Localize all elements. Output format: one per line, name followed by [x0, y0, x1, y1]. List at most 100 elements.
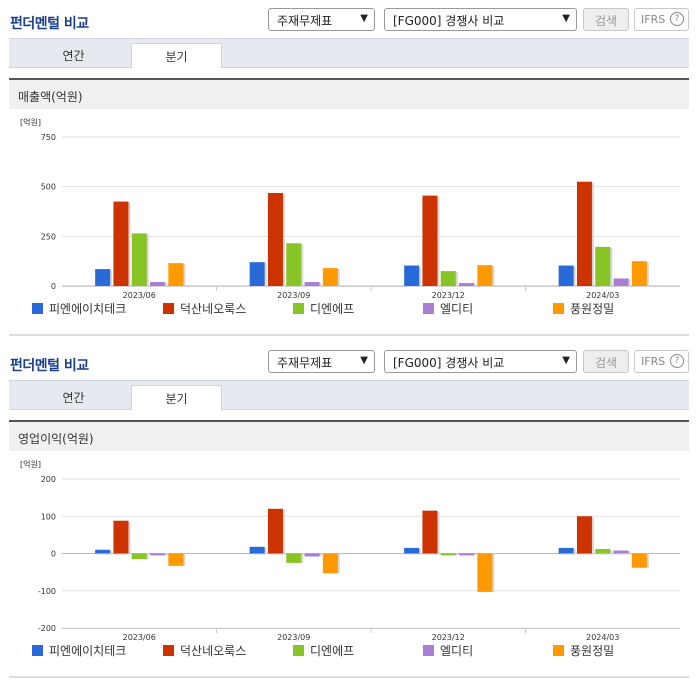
bar: [267, 508, 283, 554]
bar: [595, 549, 611, 554]
chevron-down-icon: ▼: [360, 13, 368, 24]
y-tick-label: 200: [41, 475, 56, 484]
compare-select-value: [FG000] 경쟁사 비교: [393, 356, 505, 370]
bar: [613, 278, 629, 286]
bar: [168, 263, 184, 286]
panel-header: 펀더멘털 비교 주재무제표 ▼ [FG000] 경쟁사 비교 ▼ 검색 IFRS…: [0, 0, 696, 38]
search-button[interactable]: 검색: [583, 8, 629, 31]
panel-header: 펀더멘털 비교 주재무제표 ▼ [FG000] 경쟁사 비교 ▼ 검색 IFRS…: [0, 342, 696, 380]
ifrs-label: IFRS: [641, 13, 666, 26]
bar: [631, 553, 647, 568]
ifrs-button[interactable]: IFRS ?: [634, 350, 689, 373]
operating-profit-chart: [억원] -200 -100 0 100 200 2023/06 2023/09 2023/12…: [9, 459, 689, 678]
bar: [95, 549, 111, 554]
legend-label: 풍원정밀: [570, 302, 614, 316]
bar: [249, 546, 265, 554]
legend-swatch: [423, 303, 434, 314]
y-tick-label: 100: [41, 512, 56, 521]
bar: [613, 550, 629, 554]
bar: [267, 193, 283, 286]
x-tick-label: 2024/03: [586, 291, 619, 300]
y-tick-label: -100: [38, 587, 56, 596]
chart-subtitle: 매출액(억원): [9, 78, 689, 109]
compare-select[interactable]: [FG000] 경쟁사 비교 ▼: [384, 8, 577, 31]
fundamental-panel-revenue: 펀더멘털 비교 주재무제표 ▼ [FG000] 경쟁사 비교 ▼ 검색 IFRS…: [0, 0, 696, 337]
legend-label: 엘디티: [440, 302, 473, 316]
ifrs-label: IFRS: [641, 355, 666, 368]
x-tick-label: 2024/03: [586, 633, 619, 642]
y-tick-label: -200: [38, 624, 56, 633]
y-tick-label: 0: [51, 282, 56, 291]
bar: [440, 271, 456, 286]
bar: [576, 516, 592, 554]
bar: [286, 553, 302, 563]
bar: [95, 269, 111, 286]
x-tick-label: 2023/12: [432, 633, 465, 642]
legend-label: 엘디티: [440, 644, 473, 658]
bar: [322, 268, 338, 286]
unit-label: [억원]: [20, 459, 41, 469]
statement-select[interactable]: 주재무제표 ▼: [268, 350, 375, 373]
chevron-down-icon: ▼: [360, 355, 368, 366]
ifrs-button[interactable]: IFRS ?: [634, 8, 689, 31]
bar: [150, 282, 166, 286]
legend-swatch: [293, 645, 304, 656]
bar: [113, 201, 129, 286]
search-button[interactable]: 검색: [583, 350, 629, 373]
chevron-down-icon: ▼: [562, 355, 570, 366]
bar: [558, 265, 574, 286]
compare-select[interactable]: [FG000] 경쟁사 비교 ▼: [384, 350, 577, 373]
tab-quarterly[interactable]: 분기: [131, 43, 222, 69]
help-icon[interactable]: ?: [670, 354, 684, 368]
statement-select-value: 주재무제표: [277, 356, 333, 370]
bar: [558, 547, 574, 554]
bar: [131, 233, 147, 286]
y-tick-label: 500: [41, 183, 56, 192]
statement-select[interactable]: 주재무제표 ▼: [268, 8, 375, 31]
legend-swatch: [32, 645, 43, 656]
bar: [576, 181, 592, 286]
bar: [422, 195, 438, 286]
help-icon[interactable]: ?: [670, 12, 684, 26]
legend-label: 디엔에프: [310, 302, 354, 316]
legend-label: 디엔에프: [310, 644, 354, 658]
legend-swatch: [553, 645, 564, 656]
bar: [631, 261, 647, 286]
bar: [404, 265, 420, 286]
compare-select-value: [FG000] 경쟁사 비교: [393, 14, 505, 28]
bar: [404, 547, 420, 554]
bar: [595, 246, 611, 286]
legend-label: 덕산네오룩스: [180, 302, 246, 316]
x-tick-label: 2023/06: [123, 291, 156, 300]
legend-swatch: [553, 303, 564, 314]
legend-swatch: [293, 303, 304, 314]
bar: [459, 553, 475, 556]
statement-select-value: 주재무제표: [277, 14, 333, 28]
legend-swatch: [423, 645, 434, 656]
legend-swatch: [163, 303, 174, 314]
tab-quarterly[interactable]: 분기: [131, 385, 222, 411]
chart-subtitle: 영업이익(억원): [9, 420, 689, 451]
period-tabs: 연간 분기: [9, 380, 689, 411]
bar: [422, 510, 438, 554]
tab-annual[interactable]: 연간: [62, 49, 85, 63]
panel-title: 펀더멘털 비교: [10, 16, 89, 32]
bar: [113, 520, 129, 554]
bar: [477, 553, 493, 592]
legend-label: 피엔에이치테크: [49, 302, 126, 316]
bar: [322, 553, 338, 574]
chevron-down-icon: ▼: [562, 13, 570, 24]
panel-title: 펀더멘털 비교: [10, 358, 89, 374]
bar: [150, 553, 166, 556]
y-tick-label: 0: [51, 550, 56, 559]
bar: [304, 553, 320, 557]
bar: [459, 283, 475, 286]
fundamental-panel-operating-profit: 펀더멘털 비교 주재무제표 ▼ [FG000] 경쟁사 비교 ▼ 검색 IFRS…: [0, 342, 696, 679]
x-tick-label: 2023/12: [432, 291, 465, 300]
tab-annual[interactable]: 연간: [62, 391, 85, 405]
unit-label: [억원]: [20, 117, 41, 127]
period-tabs: 연간 분기: [9, 38, 689, 69]
x-tick-label: 2023/09: [277, 291, 310, 300]
legend-label: 풍원정밀: [570, 644, 614, 658]
legend-label: 덕산네오룩스: [180, 644, 246, 658]
